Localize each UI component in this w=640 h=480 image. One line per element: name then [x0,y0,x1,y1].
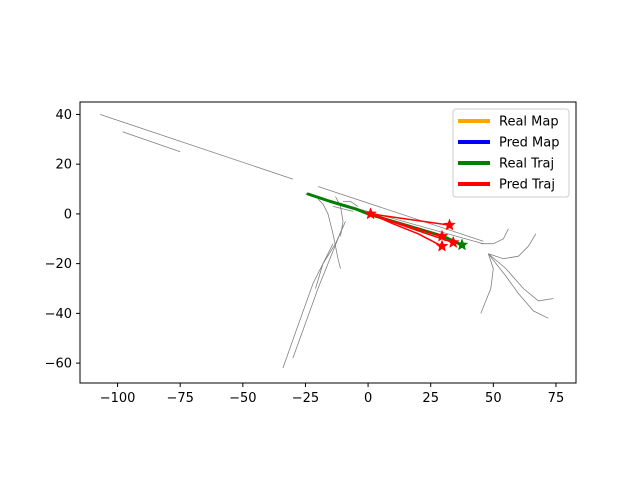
pred-traj-line-3 [369,213,455,244]
y-axis-ticks: 40 20 0 −20 −40 −60 [45,108,80,372]
map-line-15 [480,253,494,314]
x-tick-label: −25 [292,391,319,406]
trajectory-endpoints [364,207,469,252]
map-line-14 [487,253,549,319]
y-tick-label: −60 [45,357,72,372]
x-tick-label: −100 [100,391,136,406]
y-tick-label: 0 [64,207,72,222]
y-tick-label: −20 [45,257,72,272]
y-tick-label: 40 [55,108,72,123]
pred-traj-line-1 [369,213,451,226]
map-line-4 [317,198,341,269]
y-tick-label: 20 [55,158,72,173]
legend-label-pred-map: Pred Map [499,136,560,151]
map-line-1 [122,131,181,153]
x-tick-label: 0 [364,391,372,406]
x-axis-ticks: −100 −75 −50 −25 0 25 50 75 [100,383,565,406]
map-line-6 [343,201,359,207]
map-line-2 [317,186,484,242]
legend: Real Map Pred Map Real Traj Pred Traj [452,108,570,198]
pred-traj-start-star [364,207,377,220]
legend-label-pred-traj: Pred Traj [499,178,555,193]
axes-frame [79,101,577,384]
map-line-7 [332,206,354,212]
pred-traj-line-4 [369,213,443,247]
x-tick-label: 50 [485,391,502,406]
x-tick-label: −50 [229,391,256,406]
map-lines [99,114,554,369]
map-line-9 [282,243,334,369]
y-tick-label: −40 [45,307,72,322]
real-traj-endpoint-star [455,238,469,251]
map-line-11 [480,228,509,245]
pred-traj-endpoint-star-1 [443,218,456,231]
legend-box [452,108,570,198]
trajectory-series [306,192,464,247]
x-tick-label: −75 [166,391,193,406]
x-tick-label: 25 [422,391,439,406]
x-tick-label: 75 [548,391,565,406]
pred-traj-endpoint-star-2 [435,229,449,242]
map-line-0 [99,114,294,180]
legend-label-real-traj: Real Traj [499,157,554,172]
pred-traj-endpoint-star-4 [435,239,449,252]
pred-traj-endpoint-star-3 [446,235,460,248]
map-line-10 [292,226,344,359]
legend-label-real-map: Real Map [499,115,559,130]
map-line-12 [488,233,537,260]
map-line-13 [488,253,554,302]
